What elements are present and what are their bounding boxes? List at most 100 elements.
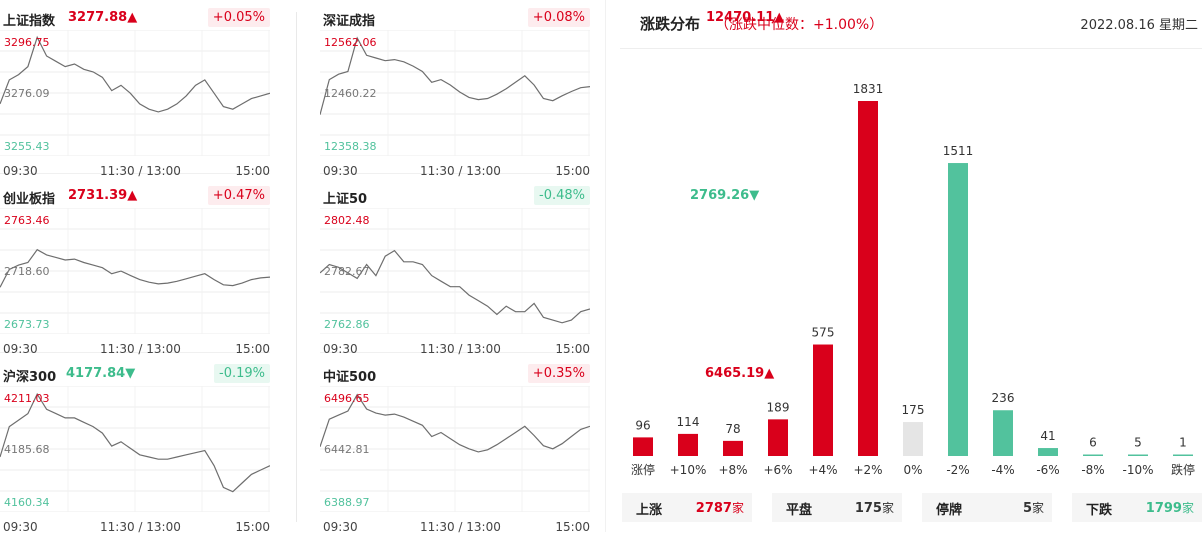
time-axis-label: 11:30 / 13:00 <box>100 342 181 356</box>
y-axis-label: 12562.06 <box>324 36 377 49</box>
distribution-bar <box>633 437 653 456</box>
index-panel[interactable]: 沪深300 4177.84▼ -0.19% 4211.03 4185.68 4160.34… <box>0 364 270 534</box>
bar-value-label: 78 <box>725 422 740 436</box>
time-axis-label: 15:00 <box>555 520 590 534</box>
distribution-bar <box>1038 448 1058 456</box>
bar-value-label: 41 <box>1040 429 1055 443</box>
index-price: 2731.39▲ <box>68 188 138 203</box>
bar-value-label: 6 <box>1089 436 1097 450</box>
time-axis-label: 11:30 / 13:00 <box>100 520 181 534</box>
panel-row-divider <box>320 173 590 174</box>
bar-category-label: -8% <box>1081 463 1104 477</box>
summary-box: 上涨 2787家 <box>622 493 752 522</box>
distribution-bar <box>813 344 833 456</box>
bar-category-label: -2% <box>946 463 969 477</box>
y-axis-label: 3276.09 <box>4 87 50 100</box>
summary-box: 平盘 175家 <box>772 493 902 522</box>
index-change-badge: -0.48% <box>534 186 590 205</box>
y-axis-label: 4160.34 <box>4 496 50 509</box>
distribution-bar <box>723 440 743 456</box>
y-axis-label: 4185.68 <box>4 443 50 456</box>
index-change-badge: -0.19% <box>214 364 270 383</box>
index-panel[interactable]: 上证50 2769.26▼ -0.48% 2802.48 2782.67 2762.86 0… <box>320 186 759 356</box>
panel-row-divider <box>0 352 270 353</box>
time-axis-label: 09:30 <box>3 164 38 178</box>
distribution-bar <box>1173 454 1193 456</box>
section-divider <box>605 0 606 532</box>
y-axis-label: 6442.81 <box>324 443 370 456</box>
bar-value-label: 1831 <box>853 82 884 96</box>
index-name: 上证50 <box>323 192 368 207</box>
panel-column-divider <box>296 12 297 522</box>
bar-value-label: 175 <box>902 403 925 417</box>
time-axis-label: 11:30 / 13:00 <box>100 164 181 178</box>
bar-category-label: -6% <box>1036 463 1059 477</box>
index-panel[interactable]: 创业板指 2731.39▲ +0.47% 2763.46 2718.60 2673.73 0… <box>0 186 270 356</box>
bar-category-label: +6% <box>763 463 792 477</box>
index-name: 创业板指 <box>3 192 56 207</box>
index-change-badge: +0.47% <box>207 186 270 205</box>
index-panel-header: 沪深300 4177.84▼ -0.19% <box>0 364 270 385</box>
index-name: 中证500 <box>323 370 377 385</box>
time-axis-label: 15:00 <box>555 342 590 356</box>
y-axis-label: 2673.73 <box>4 318 50 331</box>
bar-category-label: -10% <box>1122 463 1153 477</box>
y-axis-label: 2802.48 <box>324 214 370 227</box>
summary-box: 下跌 1799家 <box>1072 493 1202 522</box>
bar-category-label: 0% <box>903 463 922 477</box>
summary-value: 2787家 <box>695 501 744 516</box>
price-line <box>0 35 270 113</box>
y-axis-label: 6496.65 <box>324 392 370 405</box>
price-line <box>0 248 270 288</box>
time-axis-label: 15:00 <box>235 342 270 356</box>
index-price: 2769.26▼ <box>690 188 760 203</box>
index-panel[interactable]: 上证指数 3277.88▲ +0.05% 3296.75 3276.09 3255.43 0… <box>0 8 270 178</box>
bar-value-label: 5 <box>1134 436 1142 450</box>
distribution-bar <box>903 422 923 456</box>
index-change-badge: +0.35% <box>527 364 590 383</box>
bar-category-label: +2% <box>853 463 882 477</box>
bar-category-label: 涨停 <box>631 462 655 477</box>
y-axis-label: 4211.03 <box>4 392 50 405</box>
summary-label: 下跌 <box>1086 503 1113 518</box>
price-line <box>0 392 270 493</box>
index-change-badge: +0.05% <box>207 8 270 27</box>
time-axis-label: 09:30 <box>3 342 38 356</box>
time-axis-label: 11:30 / 13:00 <box>420 342 501 356</box>
price-line <box>320 393 590 453</box>
distribution-bar <box>858 101 878 456</box>
time-axis-label: 15:00 <box>235 164 270 178</box>
index-panel-header: 上证指数 3277.88▲ +0.05% <box>0 8 270 29</box>
intraday-chart: 12562.06 12460.22 12358.38 <box>320 30 590 156</box>
y-axis-label: 3296.75 <box>4 36 50 49</box>
summary-label: 上涨 <box>636 503 663 518</box>
distribution-bar <box>993 410 1013 456</box>
summary-label: 停牌 <box>936 503 963 518</box>
index-price: 3277.88▲ <box>68 10 138 25</box>
time-axis-label: 09:30 <box>323 342 358 356</box>
price-line <box>320 36 590 115</box>
bar-category-label: +8% <box>718 463 747 477</box>
index-panel-header: 创业板指 2731.39▲ +0.47% <box>0 186 270 207</box>
bar-category-label: +10% <box>670 463 707 477</box>
y-axis-label: 2763.46 <box>4 214 50 227</box>
bar-value-label: 189 <box>767 400 790 414</box>
header-divider <box>620 48 1202 49</box>
summary-value: 175家 <box>854 501 894 516</box>
time-axis-label: 09:30 <box>323 520 358 534</box>
time-axis-label: 09:30 <box>323 164 358 178</box>
index-panel-header: 中证500 6465.19▲ +0.35% <box>320 364 774 385</box>
intraday-chart: 2763.46 2718.60 2673.73 <box>0 208 270 334</box>
time-axis-label: 15:00 <box>235 520 270 534</box>
time-axis-label: 09:30 <box>3 520 38 534</box>
bar-value-label: 96 <box>635 418 650 432</box>
index-price: 6465.19▲ <box>705 366 775 381</box>
y-axis-label: 6388.97 <box>324 496 370 509</box>
index-panel[interactable]: 中证500 6465.19▲ +0.35% 6496.65 6442.81 6388.97… <box>320 364 774 534</box>
intraday-chart: 6496.65 6442.81 6388.97 <box>320 386 590 512</box>
intraday-chart: 2802.48 2782.67 2762.86 <box>320 208 590 334</box>
trade-date: 2022.08.16 星期二 <box>1080 18 1198 33</box>
index-name: 沪深300 <box>3 370 57 385</box>
bar-value-label: 1511 <box>943 144 974 158</box>
index-panel[interactable]: 深证成指 12470.11▲ +0.08% 12562.06 12460.22 12358… <box>320 8 784 178</box>
